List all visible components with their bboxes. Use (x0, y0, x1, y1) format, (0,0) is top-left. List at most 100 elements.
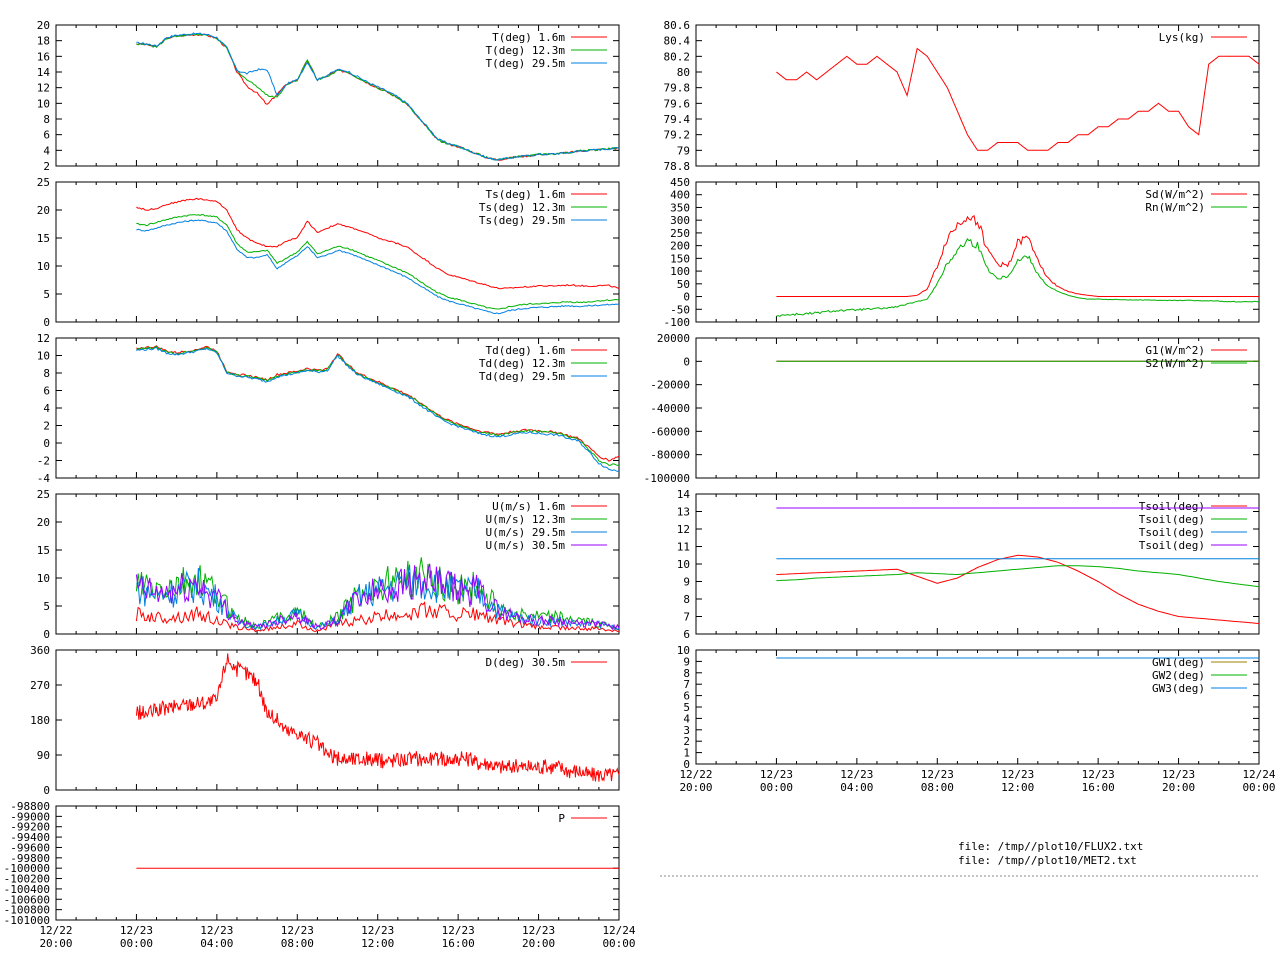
y-tick-label: 79.8 (664, 82, 691, 95)
y-tick-label: 270 (30, 679, 50, 692)
y-tick-label: 10 (37, 260, 50, 273)
y-tick-label: -99800 (10, 852, 50, 865)
legend-label: Ts(deg) 29.5m (479, 214, 565, 227)
x-tick-date: 12/23 (1162, 768, 1195, 781)
chart-g: -100000 -80000 -60000 -40000 -20000 0 20000 G1(… (644, 332, 1260, 485)
y-tick-label: 200 (670, 240, 690, 253)
legend-label: GW1(deg) (1152, 656, 1205, 669)
y-tick-label: 450 (670, 176, 690, 189)
legend-label: Tsoil(deg) (1139, 513, 1205, 526)
y-tick-label: 79 (677, 144, 690, 157)
y-tick-label: 180 (30, 714, 50, 727)
y-tick-label: 3 (683, 724, 690, 737)
y-tick-label: 150 (670, 252, 690, 265)
x-tick-date: 12/23 (1082, 768, 1115, 781)
series-d-0 (135, 653, 620, 783)
y-tick-label: 5 (43, 288, 50, 301)
x-tick-date: 12/23 (281, 924, 314, 937)
series-sd-1 (776, 238, 1260, 317)
y-tick-label: 2 (683, 735, 690, 748)
x-tick-time: 16:00 (1082, 781, 1115, 794)
legend-label: Tsoil(deg) (1139, 526, 1205, 539)
y-tick-label: 9 (683, 655, 690, 668)
x-tick-time: 00:00 (602, 937, 635, 950)
x-tick-date: 12/23 (840, 768, 873, 781)
legend-label: U(m/s) 29.5m (486, 526, 566, 539)
y-tick-label: -80000 (650, 449, 690, 462)
legend-label: G1(W/m^2) (1145, 344, 1205, 357)
y-tick-label: 14 (677, 488, 691, 501)
legend-label: Td(deg) 12.3m (479, 357, 565, 370)
chart-t: 2 4 6 8 10 12 14 16 18 20 T(deg) 1.6mT(deg) 12.3mT… (37, 19, 620, 173)
series-u-0 (135, 601, 620, 633)
y-tick-label: -100400 (4, 883, 50, 896)
x-tick-time: 08:00 (921, 781, 954, 794)
x-tick-time: 20:00 (679, 781, 712, 794)
y-tick-label: 0 (43, 628, 50, 641)
x-tick-time: 08:00 (281, 937, 314, 950)
y-tick-label: 6 (683, 628, 690, 641)
y-tick-label: -100600 (4, 893, 50, 906)
y-tick-label: 50 (677, 278, 690, 291)
y-tick-label: 0 (683, 291, 690, 304)
y-tick-label: 0 (683, 355, 690, 368)
y-tick-label: 90 (37, 749, 50, 762)
y-tick-label: -4 (37, 472, 51, 485)
series-u-1 (135, 557, 620, 631)
legend-label: D(deg) 30.5m (486, 656, 566, 669)
x-tick-time: 20:00 (522, 937, 555, 950)
legend-label: U(m/s) 12.3m (486, 513, 566, 526)
y-tick-label: 9 (683, 576, 690, 589)
legend-label: Ts(deg) 12.3m (479, 201, 565, 214)
y-tick-label: 0 (43, 316, 50, 329)
y-tick-label: 15 (37, 544, 50, 557)
legend-label: Sd(W/m^2) (1145, 188, 1205, 201)
y-tick-label: 300 (670, 214, 690, 227)
legend-label: Rn(W/m^2) (1145, 201, 1205, 214)
legend-label: Ts(deg) 1.6m (486, 188, 566, 201)
y-tick-label: 20 (37, 204, 50, 217)
legend-label: T(deg) 1.6m (492, 31, 565, 44)
series-t-2 (136, 32, 619, 161)
x-tick-date: 12/24 (602, 924, 635, 937)
y-tick-label: 8 (683, 593, 690, 606)
file-info: file: /tmp//plot10/FLUX2.txt file: /tmp//… (958, 840, 1143, 868)
series-tsoil-0 (776, 554, 1260, 624)
y-tick-label: 100 (670, 265, 690, 278)
y-tick-label: 360 (30, 644, 50, 657)
legend-label: GW2(deg) (1152, 669, 1205, 682)
y-tick-label: -100800 (4, 904, 50, 917)
y-tick-label: 4 (43, 144, 50, 157)
y-tick-label: 1 (683, 747, 690, 760)
x-tick-date: 12/22 (39, 924, 72, 937)
y-tick-label: -100200 (4, 873, 50, 886)
x-tick-time: 04:00 (200, 937, 233, 950)
y-tick-label: -99000 (10, 810, 50, 823)
x-tick-date: 12/23 (522, 924, 555, 937)
y-tick-label: 4 (43, 402, 50, 415)
y-tick-label: 79.2 (664, 129, 691, 142)
x-tick-time: 04:00 (840, 781, 873, 794)
x-tick-date: 12/23 (120, 924, 153, 937)
y-tick-label: -99400 (10, 831, 50, 844)
x-tick-date: 12/23 (200, 924, 233, 937)
x-tick-time: 20:00 (39, 937, 72, 950)
y-tick-label: -100 (664, 316, 691, 329)
y-tick-label: 12 (37, 82, 50, 95)
x-tick-date: 12/24 (1242, 768, 1275, 781)
x-tick-date: 12/23 (442, 924, 475, 937)
legend-label: GW3(deg) (1152, 682, 1205, 695)
x-tick-date: 12/23 (1001, 768, 1034, 781)
legend-label: T(deg) 29.5m (486, 57, 566, 70)
y-tick-label: -101000 (4, 914, 50, 927)
legend-label: Lys(kg) (1159, 31, 1205, 44)
y-tick-label: 2 (43, 160, 50, 173)
legend-label: Tsoil(deg) (1139, 539, 1205, 552)
series-u-2 (136, 564, 620, 631)
series-tsoil-1 (776, 565, 1260, 588)
y-tick-label: 4 (683, 712, 690, 725)
y-tick-label: 6 (43, 129, 50, 142)
